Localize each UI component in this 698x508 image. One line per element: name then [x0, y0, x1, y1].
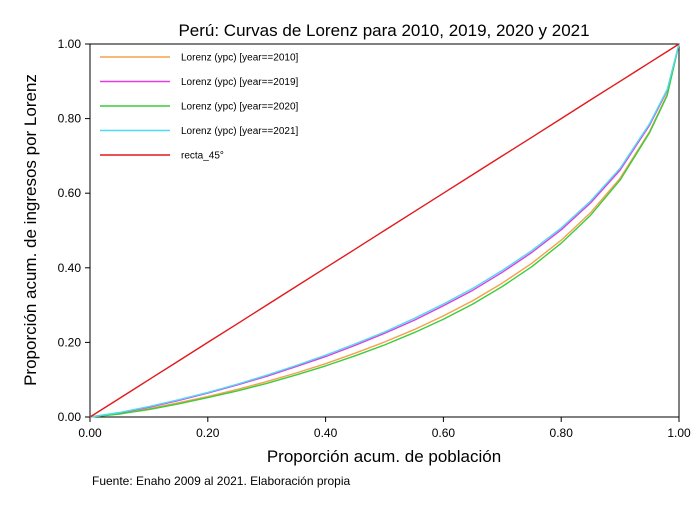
chart-title: Perú: Curvas de Lorenz para 2010, 2019, … [178, 21, 589, 40]
series-line-4 [89, 43, 680, 418]
plot-frame [89, 43, 680, 418]
y-tick-label: 1.00 [58, 37, 82, 51]
series-line-3 [89, 43, 680, 418]
source-note: Fuente: Enaho 2009 al 2021. Elaboración … [92, 474, 351, 488]
x-axis-label: Proporción acum. de población [267, 447, 501, 466]
y-tick-label: 0.40 [58, 261, 82, 275]
plot-area: 0.00 0.20 0.40 0.60 0.80 1.00 0.00 0.20 0.40 0.60… [58, 37, 691, 440]
legend-label-1: Lorenz (ypc) [year==2019] [181, 77, 299, 88]
x-tick-label: 0.00 [78, 426, 102, 440]
y-tick-label: 0.80 [58, 112, 82, 126]
series-line-2 [89, 43, 680, 418]
y-tick-label: 0.20 [58, 335, 82, 349]
x-tick-label: 1.00 [667, 426, 691, 440]
x-tick-label: 0.60 [432, 426, 456, 440]
y-axis-label: Proporción acum. de ingresos por Lorenz [21, 74, 40, 386]
x-tick-label: 0.40 [314, 426, 338, 440]
x-tick-label: 0.20 [196, 426, 220, 440]
legend-label-0: Lorenz (ypc) [year==2010] [181, 53, 299, 64]
series-line-0 [89, 43, 680, 418]
legend-label-2: Lorenz (ypc) [year==2020] [181, 102, 299, 113]
y-tick-label: 0.60 [58, 186, 82, 200]
legend-label-3: Lorenz (ypc) [year==2021] [181, 126, 299, 137]
x-tick-label: 0.80 [550, 426, 574, 440]
legend-label-4: recta_45° [181, 151, 224, 162]
y-tick-label: 0.00 [58, 410, 82, 424]
series-line-1 [89, 43, 680, 418]
series-layer [89, 43, 680, 418]
legend: Lorenz (ypc) [year==2010] Lorenz (ypc) [y… [100, 53, 299, 162]
